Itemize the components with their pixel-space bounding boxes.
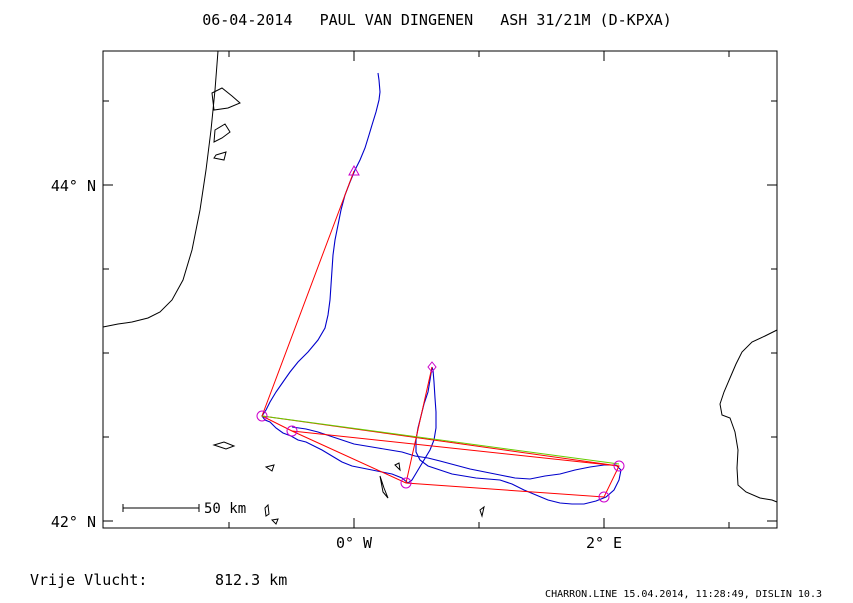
turnpoint-circle-icon bbox=[400, 477, 412, 489]
x-tick-label: 2° E bbox=[586, 534, 622, 552]
map-title: 06-04-2014 PAUL VAN DINGENEN ASH 31/21M … bbox=[202, 11, 672, 29]
turnpoint-circle-icon bbox=[598, 491, 610, 503]
distance-label: Vrije Vlucht: bbox=[30, 571, 147, 589]
software-credit: CHARRON.LINE 15.04.2014, 11:28:49, DISLI… bbox=[545, 589, 822, 600]
coastline bbox=[102, 50, 778, 525]
y-tick-label: 42° N bbox=[51, 513, 96, 531]
waypoint-markers bbox=[256, 164, 625, 503]
turnpoint-circle-icon bbox=[286, 425, 298, 437]
task-lines bbox=[261, 170, 620, 498]
y-tick-label: 44° N bbox=[51, 177, 96, 195]
start-triangle-icon bbox=[348, 164, 360, 176]
tick-marks bbox=[103, 51, 777, 528]
plot-frame bbox=[102, 50, 778, 529]
x-tick-label: 0° W bbox=[336, 534, 373, 552]
turnpoint-circle-icon bbox=[613, 460, 625, 472]
optimized-line bbox=[261, 415, 620, 465]
scale-bar-label: 50 km bbox=[204, 501, 246, 517]
flight-track bbox=[261, 72, 622, 505]
distance-value: 812.3 km bbox=[215, 571, 287, 589]
finish-diamond-icon bbox=[427, 361, 437, 373]
scale-bar bbox=[122, 504, 200, 512]
turnpoint-circle-icon bbox=[256, 410, 268, 422]
